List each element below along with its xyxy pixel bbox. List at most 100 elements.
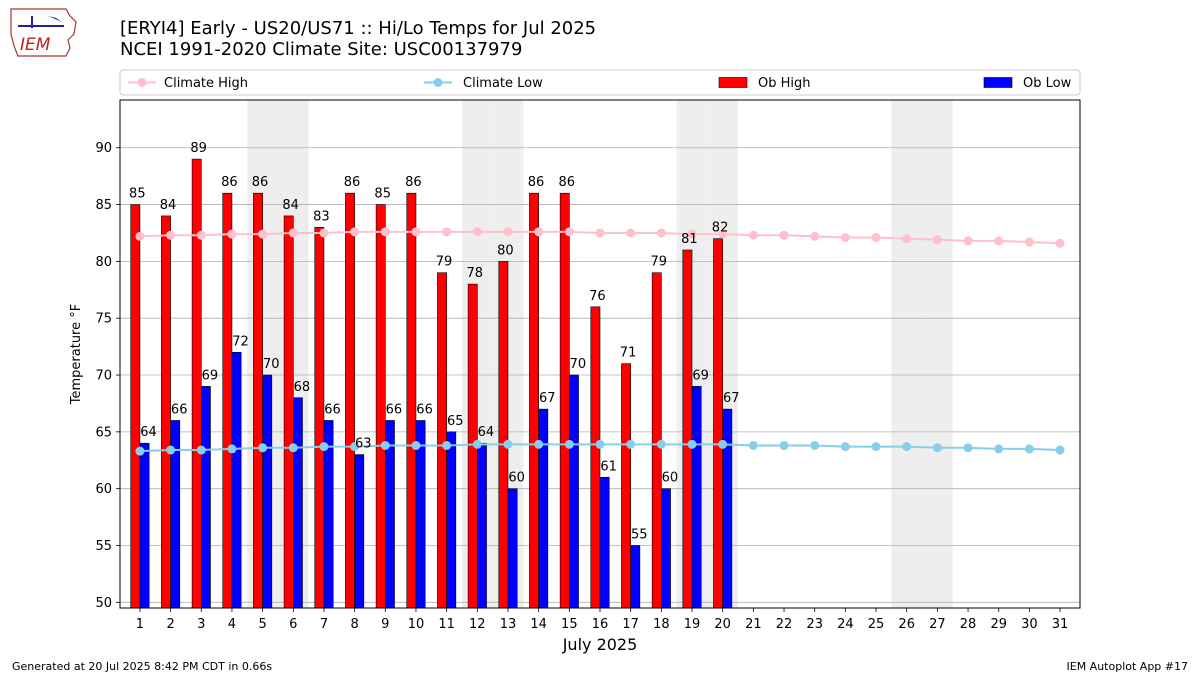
x-tick-label: 21 [745,617,762,632]
ob-high-value-label: 81 [681,232,698,247]
x-tick-label: 12 [469,617,486,632]
generated-footer: Generated at 20 Jul 2025 8:42 PM CDT in … [12,660,273,673]
legend-ob-high-label: Ob High [758,76,811,91]
y-tick-label: 60 [95,482,112,497]
x-tick-label: 19 [684,617,701,632]
x-tick-label: 26 [898,617,915,632]
climate-low-point [380,440,390,450]
x-tick-label: 28 [960,617,977,632]
x-tick-label: 24 [837,617,854,632]
ob-low-value-label: 55 [631,527,648,542]
x-tick-label: 13 [500,617,517,632]
climate-low-point [288,443,298,453]
ob-low-value-label: 66 [416,402,433,417]
x-tick-label: 23 [806,617,823,632]
ob-low-value-label: 67 [723,391,740,406]
legend-ob-low-label: Ob Low [1023,76,1072,91]
title-line-1: [ERYI4] Early - US20/US71 :: Hi/Lo Temps… [120,18,597,39]
climate-high-point [534,227,544,237]
climate-low-point [718,439,728,449]
climate-low-point [534,439,544,449]
climate-high-point [380,227,390,237]
x-tick-label: 2 [166,617,174,632]
ob-high-bar [314,226,325,609]
climate-low-point [166,445,176,455]
ob-high-value-label: 86 [344,175,361,190]
ob-high-bar [222,192,233,609]
ob-low-value-label: 66 [171,402,188,417]
ob-low-bar [231,351,242,609]
ob-high-bar [621,363,631,609]
ob-high-value-label: 86 [558,175,575,190]
ob-high-value-label: 83 [313,209,330,224]
ob-low-bar [292,397,303,609]
x-tick-label: 22 [776,617,793,632]
ob-high-value-label: 79 [650,255,667,270]
ob-high-value-label: 79 [436,255,453,270]
climate-low-point [626,439,636,449]
climate-high-point [1055,238,1065,248]
x-tick-label: 9 [381,617,389,632]
ob-low-bar [477,442,487,609]
climate-high-point [1024,237,1034,247]
climate-low-point [963,443,973,453]
x-tick-label: 7 [320,617,328,632]
ob-high-bar [375,204,386,609]
x-axis-label: July 2025 [562,635,638,654]
x-tick-label: 8 [350,617,358,632]
ob-high-value-label: 89 [190,141,207,156]
x-tick-label: 1 [136,617,144,632]
climate-high-point [135,231,145,241]
title-line-2: NCEI 1991-2020 Climate Site: USC00137979 [120,39,523,60]
ob-high-value-label: 86 [405,175,422,190]
climate-high-point [442,227,452,237]
climate-low-point [840,442,850,452]
x-tick-label: 31 [1052,617,1069,632]
ob-high-bar [161,215,171,609]
ob-low-bar [691,386,702,609]
climate-low-point [411,440,421,450]
ob-low-bar [262,374,273,609]
ob-high-value-label: 85 [129,187,146,202]
ob-low-value-label: 60 [662,471,679,486]
legend-climate-low-marker [433,78,443,87]
climate-low-point [656,439,666,449]
ob-high-bar [682,249,693,609]
ob-high-bar [345,192,355,609]
climate-high-point [994,236,1004,246]
climate-low-point [135,446,145,456]
y-axis-label: Temperature °F [69,304,84,405]
climate-low-point [871,442,881,452]
climate-high-point [779,230,789,240]
climate-high-point [319,228,329,238]
climate-high-point [840,233,850,243]
climate-high-point [472,227,482,237]
legend-ob-low-swatch [983,77,1013,88]
climate-low-point [902,442,912,452]
y-tick-label: 50 [95,596,112,611]
ob-high-bar [191,158,202,609]
ob-high-bar [130,204,141,609]
climate-high-point [503,227,513,237]
climate-low-point [595,439,605,449]
climate-high-point [258,229,268,239]
ob-high-value-label: 82 [712,221,729,236]
ob-high-value-label: 78 [466,266,483,281]
ob-low-value-label: 64 [140,425,157,440]
ob-low-value-label: 72 [232,334,249,349]
ob-low-bar [200,386,211,609]
climate-high-point [963,236,973,246]
ob-low-value-label: 67 [539,391,556,406]
x-tick-label: 5 [258,617,266,632]
climate-low-point [227,444,237,454]
climate-low-point [810,440,820,450]
ob-low-bar [599,477,610,609]
ob-low-value-label: 70 [263,357,280,372]
x-tick-label: 18 [653,617,670,632]
ob-high-value-label: 84 [282,198,299,213]
climate-low-point [779,440,789,450]
legend-climate-low-label: Climate Low [463,76,543,91]
ob-high-bar [713,238,723,609]
ob-high-value-label: 71 [620,346,637,361]
